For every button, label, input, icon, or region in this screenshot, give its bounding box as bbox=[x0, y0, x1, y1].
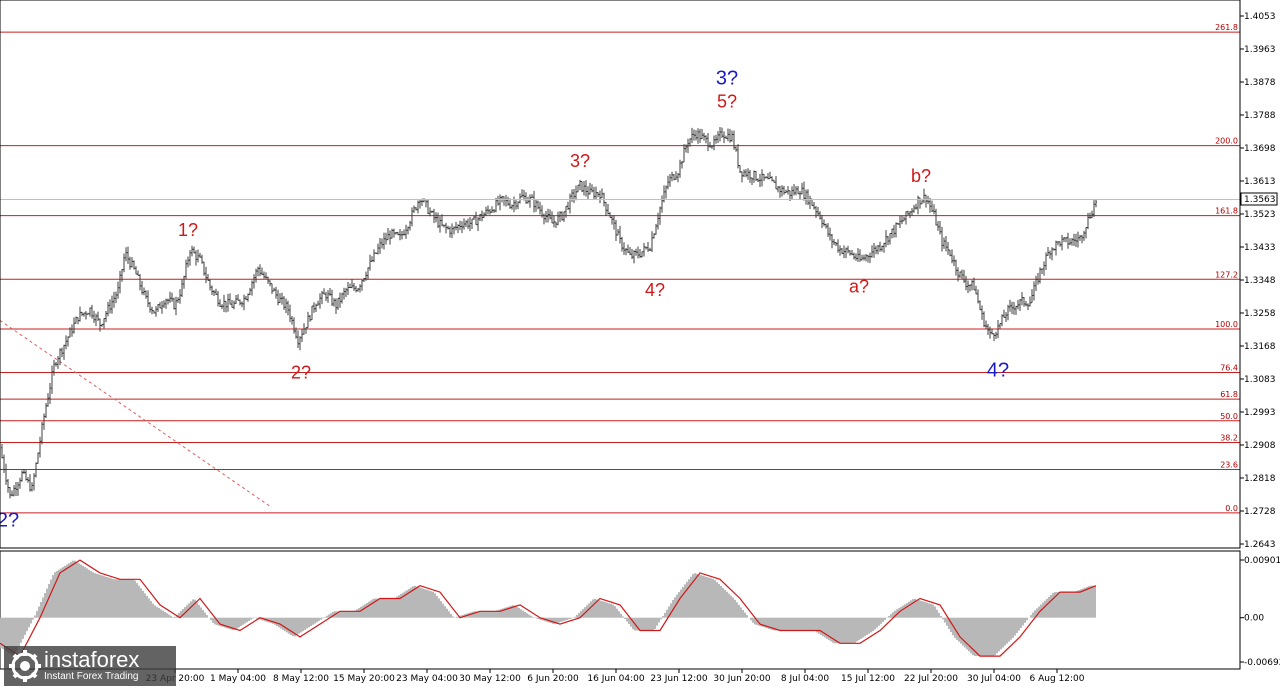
fibonacci-levels: 261.8 200.0 161.8 127.2 100.0 76.4 61.8 50.0 38.… bbox=[0, 23, 1240, 514]
fib-level-label: 23.6 bbox=[1220, 460, 1238, 469]
time-tick-label: 6 Aug 12:00 bbox=[1030, 674, 1085, 684]
osc-tick-label: 0.00 bbox=[1244, 614, 1264, 624]
time-tick-label: 16 Jun 04:00 bbox=[587, 674, 644, 684]
price-tick-label: 1.3523 bbox=[1244, 210, 1276, 220]
fib-level-label: 50.0 bbox=[1220, 412, 1238, 421]
time-tick-label: 15 May 20:00 bbox=[333, 674, 395, 684]
brand-tagline: Instant Forex Trading bbox=[44, 671, 139, 682]
fib-level-label: 61.8 bbox=[1220, 390, 1238, 399]
price-tick-label: 1.3878 bbox=[1244, 78, 1276, 88]
time-tick-label: 30 Jul 04:00 bbox=[967, 674, 1021, 684]
wave-label: 4? bbox=[645, 280, 665, 300]
time-tick-label: 1 May 04:00 bbox=[210, 674, 266, 684]
price-tick-label: 1.2818 bbox=[1244, 474, 1276, 484]
price-tick-label: 1.3348 bbox=[1244, 276, 1276, 286]
wave-label: 3? bbox=[570, 151, 590, 171]
price-tick-label: 1.2908 bbox=[1244, 441, 1276, 451]
time-tick-label: 30 Jun 20:00 bbox=[713, 674, 770, 684]
logo-icon bbox=[9, 650, 41, 682]
time-tick-label: 22 Jul 20:00 bbox=[904, 674, 958, 684]
price-tick-label: 1.4053 bbox=[1244, 12, 1276, 22]
fib-level-label: 0.0 bbox=[1225, 504, 1238, 513]
instaforex-logo: instaforex Instant Forex Trading bbox=[4, 646, 176, 686]
current-price-badge: 1.3563 bbox=[1240, 192, 1278, 206]
price-tick-label: 1.3083 bbox=[1244, 375, 1276, 385]
wave-labels: 2?1?2?3?4?3?5?a?b?4? bbox=[0, 68, 1009, 532]
price-tick-label: 1.3433 bbox=[1244, 243, 1276, 253]
time-tick-label: 23 May 04:00 bbox=[396, 674, 458, 684]
wave-label: 2? bbox=[0, 509, 19, 531]
current-price-label: 1.3563 bbox=[1244, 195, 1276, 205]
brand-name: instaforex bbox=[44, 647, 140, 672]
fib-level-label: 261.8 bbox=[1215, 23, 1238, 32]
oscillator-pane-frame bbox=[0, 550, 1241, 670]
price-tick-label: 1.2728 bbox=[1244, 507, 1276, 517]
fib-level-label: 200.0 bbox=[1215, 137, 1238, 146]
wave-label: 2? bbox=[291, 362, 311, 382]
time-tick-label: 6 Jun 20:00 bbox=[527, 674, 579, 684]
wave-label: 1? bbox=[178, 220, 198, 240]
wave-label: 3? bbox=[716, 68, 738, 90]
fib-level-label: 38.2 bbox=[1220, 434, 1238, 443]
time-tick-label: 30 May 12:00 bbox=[459, 674, 521, 684]
price-tick-label: 1.3963 bbox=[1244, 45, 1276, 55]
oscillator-pane bbox=[0, 559, 1097, 657]
price-tick-label: 1.3698 bbox=[1244, 144, 1276, 154]
time-tick-label: 15 Jul 12:00 bbox=[841, 674, 895, 684]
wave-label: 5? bbox=[717, 92, 737, 112]
dashed-trend-line bbox=[0, 320, 273, 509]
fib-level-label: 127.2 bbox=[1215, 270, 1238, 279]
price-tick-label: 1.3788 bbox=[1244, 111, 1276, 121]
wave-label: a? bbox=[849, 276, 869, 296]
price-tick-label: 1.2993 bbox=[1244, 408, 1276, 418]
price-axis: 1.4053 1.3963 1.3878 1.3788 1.3698 1.3613 1.35… bbox=[1240, 12, 1276, 550]
time-tick-label: 8 May 12:00 bbox=[273, 674, 329, 684]
wave-label: 4? bbox=[987, 360, 1009, 382]
time-tick-label: 8 Jul 04:00 bbox=[781, 674, 830, 684]
time-tick-label: 23 Jun 12:00 bbox=[650, 674, 707, 684]
fib-level-label: 161.8 bbox=[1215, 207, 1238, 216]
fib-level-label: 76.4 bbox=[1220, 363, 1238, 372]
price-pane-frame bbox=[0, 0, 1241, 549]
signal-line bbox=[0, 559, 1097, 657]
wave-label: b? bbox=[911, 166, 931, 186]
price-tick-label: 1.2643 bbox=[1244, 540, 1276, 550]
price-tick-label: 1.3168 bbox=[1244, 342, 1276, 352]
osc-tick-label: 0.00901 bbox=[1244, 556, 1280, 566]
price-tick-label: 1.3258 bbox=[1244, 309, 1276, 319]
price-bars bbox=[1, 126, 1097, 499]
fib-level-label: 100.0 bbox=[1215, 320, 1238, 329]
price-tick-label: 1.3613 bbox=[1244, 177, 1276, 187]
